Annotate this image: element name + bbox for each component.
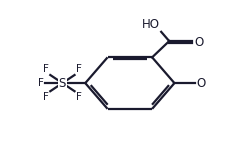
Text: HO: HO xyxy=(142,18,159,31)
Text: F: F xyxy=(42,64,48,74)
Text: F: F xyxy=(42,92,48,102)
Text: F: F xyxy=(76,92,82,102)
Text: O: O xyxy=(193,36,202,49)
Text: O: O xyxy=(196,77,205,90)
Text: F: F xyxy=(37,78,43,88)
Text: F: F xyxy=(76,64,82,74)
Text: S: S xyxy=(58,77,66,90)
